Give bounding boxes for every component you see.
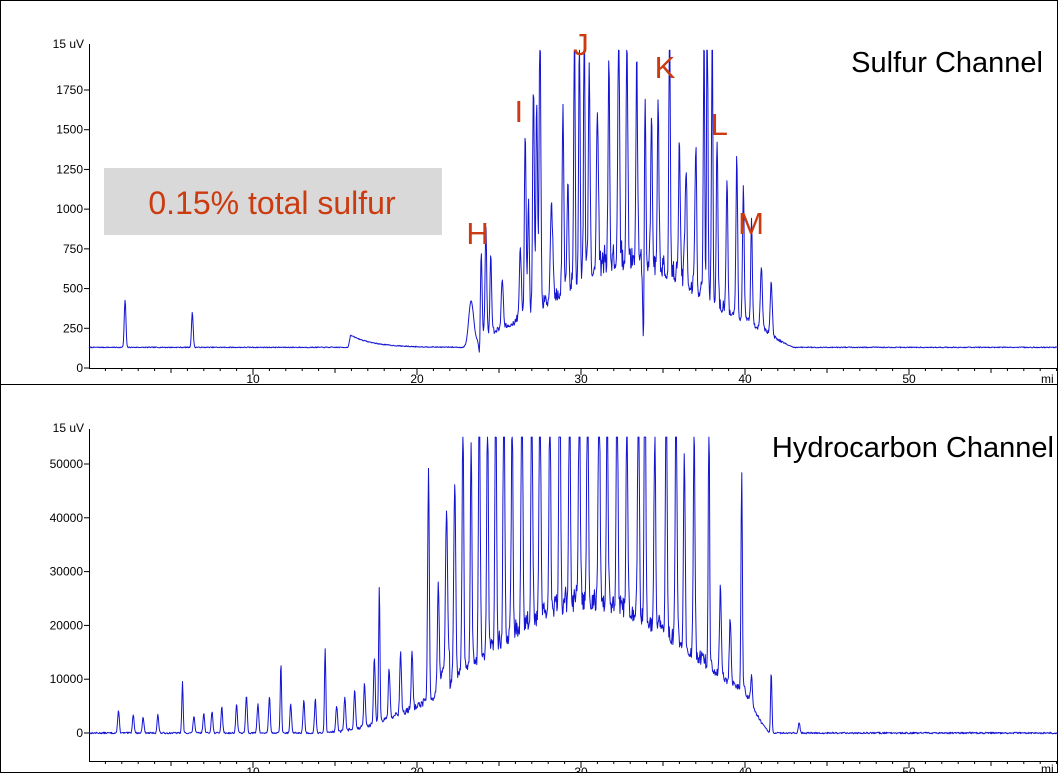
hydrocarbon-x-unit-label: mi — [1041, 762, 1054, 773]
x-tick-label: 20 — [410, 372, 424, 386]
y-tick-label: 20000 — [50, 618, 84, 632]
sulfur-x-ticks: 10 20 30 40 50 — [104, 368, 1058, 386]
hydrocarbon-channel-title: Hydrocarbon Channel — [772, 432, 1054, 464]
y-tick-label: 1750 — [56, 83, 83, 97]
y-tick-label: 500 — [63, 282, 83, 296]
y-tick-label: 30000 — [50, 565, 84, 579]
x-tick-label: 10 — [246, 372, 260, 386]
sulfur-panel: 0 250 500 750 1000 1250 1500 1750 10 20 30 40 50 15… — [0, 0, 1058, 386]
hydrocarbon-panel: 0 10000 20000 30000 40000 50000 10 20 30 40 50 15… — [0, 384, 1058, 773]
sulfur-trace — [88, 49, 1058, 353]
peak-label-k: K — [655, 50, 676, 85]
y-tick-label: 1000 — [56, 202, 83, 216]
x-tick-label: 50 — [902, 372, 916, 386]
peak-label-m: M — [738, 206, 764, 241]
sulfur-channel-title: Sulfur Channel — [851, 47, 1043, 79]
hydrocarbon-trace — [88, 436, 1058, 735]
x-tick-label: 30 — [574, 765, 588, 773]
y-tick-label: 1500 — [56, 123, 83, 137]
x-tick-label: 20 — [410, 765, 424, 773]
y-tick-label: 1250 — [56, 162, 83, 176]
y-tick-label: 40000 — [50, 511, 84, 525]
x-tick-label: 50 — [902, 765, 916, 773]
y-tick-label: 0 — [76, 361, 83, 375]
y-tick-label: 750 — [63, 242, 83, 256]
sulfur-x-unit-label: mi — [1041, 372, 1054, 386]
peak-label-h: H — [466, 216, 488, 251]
sulfur-y-ticks: 0 250 500 750 1000 1250 1500 1750 — [56, 83, 89, 375]
sulfur-peak-labels: H I J KL M — [466, 27, 764, 251]
sulfur-y-unit-label: 15 uV — [53, 37, 84, 51]
x-tick-label: 30 — [574, 372, 588, 386]
hydrocarbon-x-ticks: 10 20 30 40 50 — [104, 761, 1058, 773]
x-tick-label: 10 — [246, 765, 260, 773]
y-tick-label: 10000 — [50, 672, 84, 686]
x-tick-label: 40 — [738, 765, 752, 773]
sulfur-callout-text: 0.15% total sulfur — [148, 185, 396, 221]
peak-label-l: L — [711, 107, 728, 142]
peak-label-i: I — [514, 94, 523, 129]
y-tick-label: 50000 — [50, 457, 84, 471]
y-tick-label: 250 — [63, 321, 83, 335]
x-tick-label: 40 — [738, 372, 752, 386]
hydrocarbon-y-ticks: 0 10000 20000 30000 40000 50000 — [50, 457, 89, 740]
y-tick-label: 0 — [76, 726, 83, 740]
sulfur-callout-box — [104, 168, 442, 235]
hydrocarbon-y-unit-label: 15 uV — [53, 421, 84, 435]
peak-label-j: J — [573, 27, 589, 62]
